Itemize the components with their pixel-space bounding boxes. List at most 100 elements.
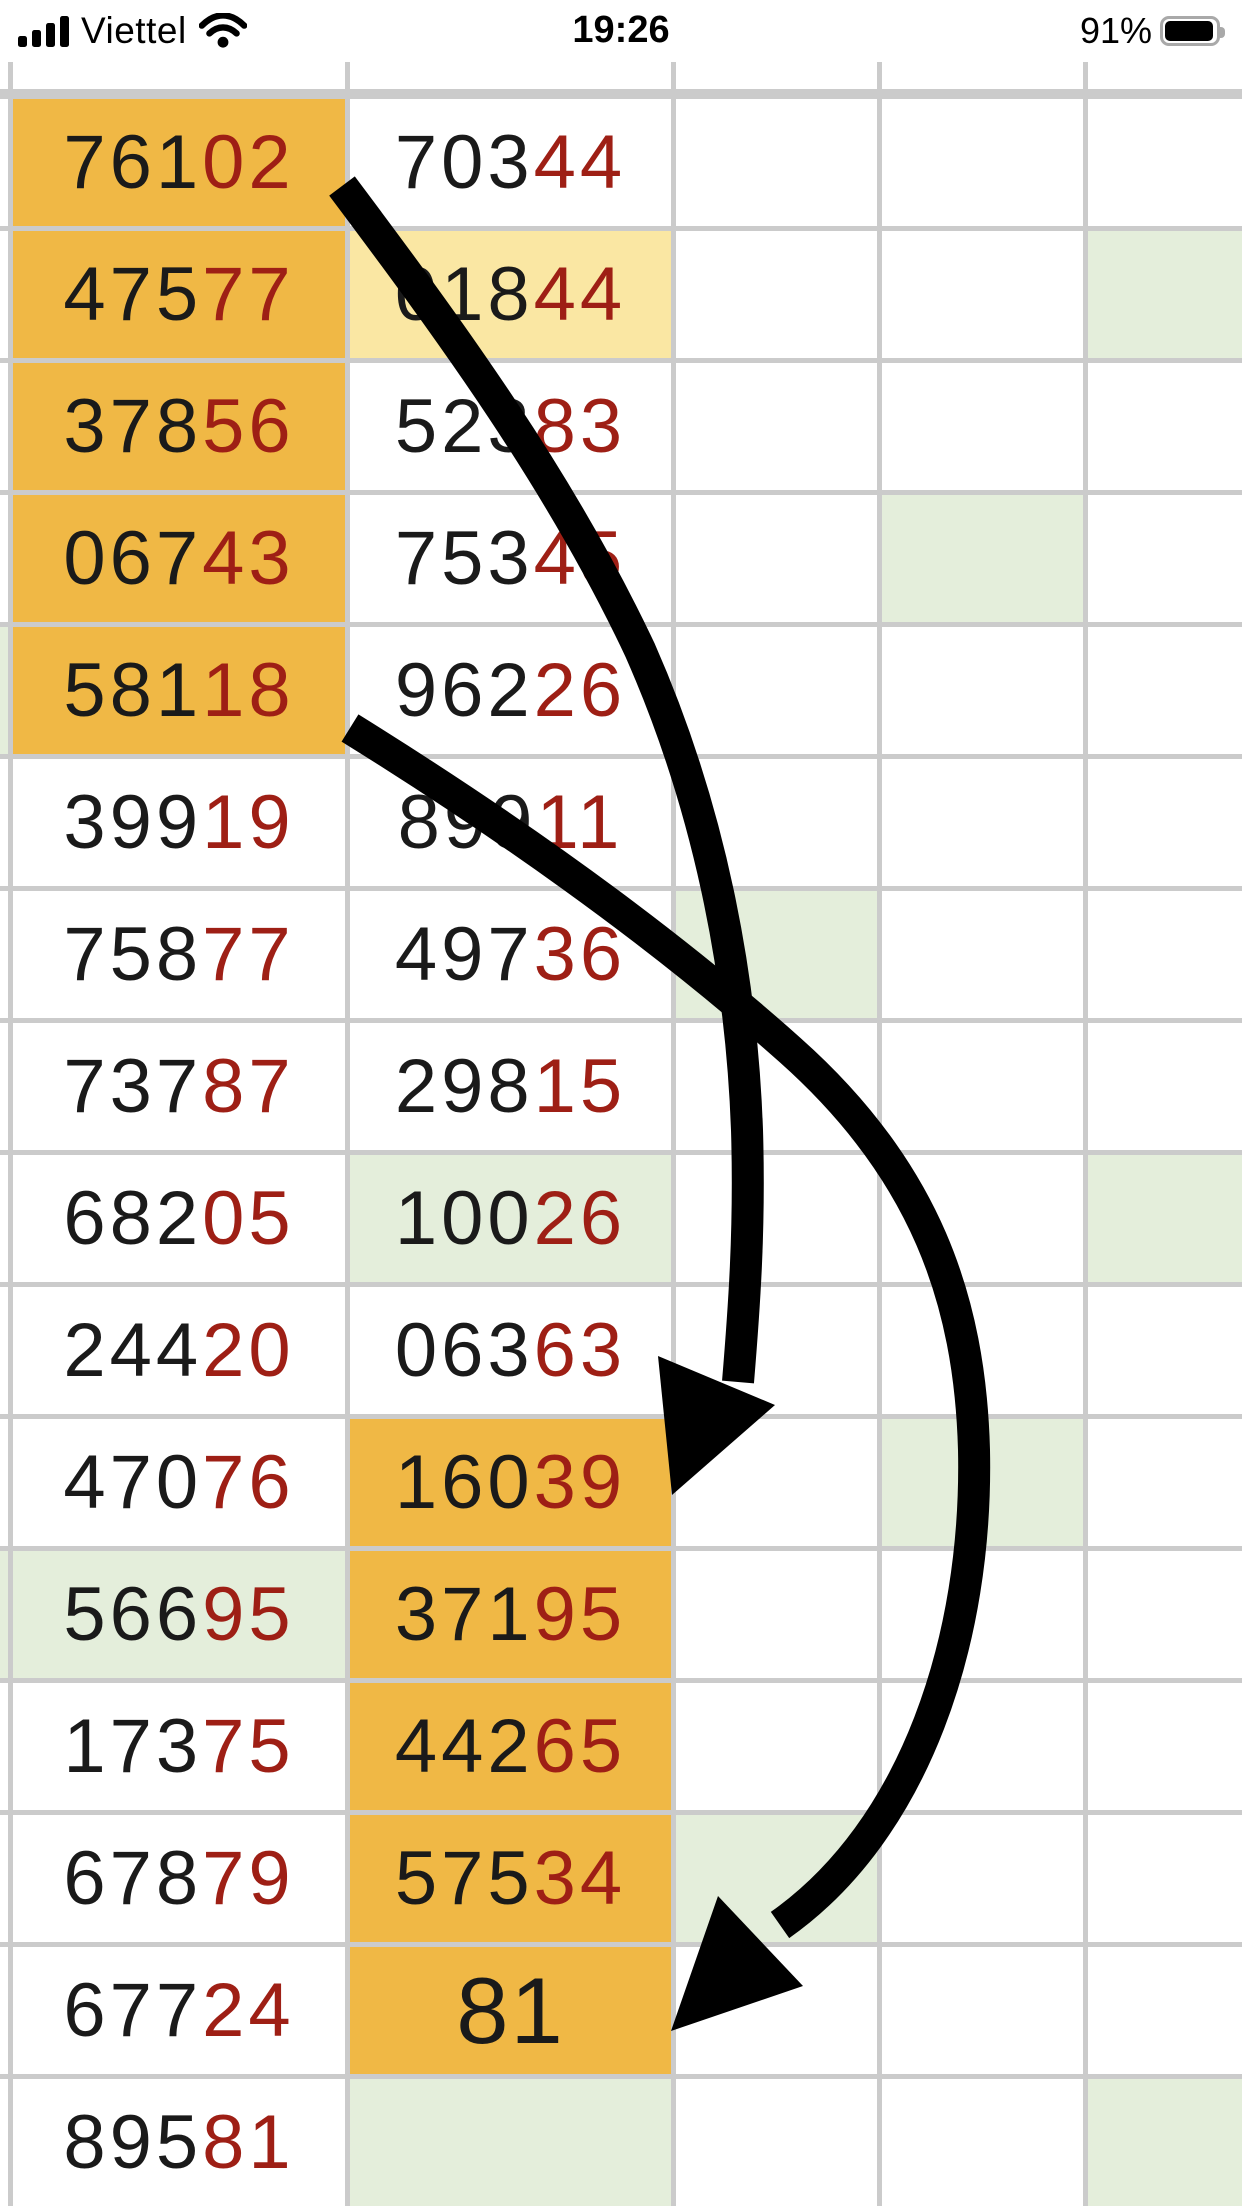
number-black-part: 100 (394, 1175, 534, 1261)
empty-cell (882, 627, 1083, 754)
number-red-part: 95 (202, 1571, 295, 1657)
empty-cell (1088, 1155, 1242, 1282)
empty-cell (882, 1815, 1083, 1942)
number-cell: 566 95 (13, 1551, 345, 1678)
number-cell: 063 63 (350, 1287, 671, 1414)
empty-cell (676, 627, 877, 754)
number-black-part: 703 (394, 119, 534, 205)
number-cell: 378 56 (13, 363, 345, 490)
empty-cell (1088, 1023, 1242, 1150)
number-cell: 678 79 (13, 1815, 345, 1942)
number-cell: 581 18 (13, 627, 345, 754)
empty-cell (0, 1683, 8, 1810)
number-black-part: 899 (397, 779, 537, 865)
number-cell: 067 43 (13, 495, 345, 622)
empty-cell (1088, 62, 1242, 89)
number-black-part: 442 (394, 1703, 534, 1789)
empty-cell (1088, 627, 1242, 754)
results-grid: 761 02 703 44 475 77 018 44 378 56 523 83 067 43 753 45… (0, 99, 1242, 2206)
number-red-part: 43 (202, 515, 295, 601)
number-black-part: 244 (63, 1307, 203, 1393)
empty-cell (0, 363, 8, 490)
empty-cell (882, 891, 1083, 1018)
empty-cell (676, 495, 877, 622)
table-header-divider (0, 89, 1242, 99)
number-black-part: 497 (394, 911, 534, 997)
number-black-part: 298 (394, 1043, 534, 1129)
empty-cell (0, 2079, 8, 2206)
number-black-part: 678 (63, 1835, 203, 1921)
number-red-part: 20 (202, 1307, 295, 1393)
empty-cell (882, 363, 1083, 490)
empty-cell (13, 62, 345, 89)
number-cell: 682 05 (13, 1155, 345, 1282)
number-red-part: 95 (533, 1571, 627, 1657)
number-black-part: 475 (63, 251, 203, 337)
empty-cell (882, 1155, 1083, 1282)
empty-cell (350, 62, 671, 89)
number-red-part: 87 (202, 1043, 295, 1129)
number-cell: 173 75 (13, 1683, 345, 1810)
number-cell: 497 36 (350, 891, 671, 1018)
number-cell: 298 15 (350, 1023, 671, 1150)
status-bar-right: 91% (1079, 0, 1225, 62)
empty-cell (676, 2079, 877, 2206)
number-black-part: 81 (456, 1957, 565, 2063)
empty-cell (882, 1551, 1083, 1678)
empty-cell (350, 2079, 671, 2206)
number-black-part: 523 (394, 383, 534, 469)
number-black-part: 581 (63, 647, 203, 733)
empty-cell (882, 495, 1083, 622)
number-black-part: 063 (394, 1307, 534, 1393)
empty-cell (0, 1419, 8, 1546)
number-red-part: 26 (533, 1175, 627, 1261)
number-red-part: 77 (202, 911, 295, 997)
empty-cell (882, 99, 1083, 226)
empty-cell (676, 1155, 877, 1282)
number-black-part: 399 (63, 779, 203, 865)
cellular-signal-icon (18, 15, 69, 47)
empty-cell (1088, 1551, 1242, 1678)
empty-cell (676, 1947, 877, 2074)
number-cell: 442 65 (350, 1683, 671, 1810)
number-red-part: 34 (533, 1835, 627, 1921)
battery-percent-label: 91% (1079, 10, 1152, 51)
empty-cell (676, 1287, 877, 1414)
number-red-part: 39 (533, 1439, 627, 1525)
number-cell: 371 95 (350, 1551, 671, 1678)
status-bar-left: Viettel (18, 0, 247, 62)
empty-cell (0, 891, 8, 1018)
empty-cell (0, 1815, 8, 1942)
empty-cell (676, 62, 877, 89)
number-black-part: 575 (394, 1835, 534, 1921)
number-black-part: 160 (394, 1439, 534, 1525)
carrier-label: Viettel (81, 10, 187, 51)
number-red-part: 05 (202, 1175, 295, 1261)
table-top-partial-row (0, 62, 1242, 89)
number-red-part: 26 (533, 647, 627, 733)
empty-cell (676, 1815, 877, 1942)
empty-cell (0, 62, 8, 89)
empty-cell (0, 495, 8, 622)
empty-cell (882, 1947, 1083, 2074)
number-black-part: 753 (394, 515, 534, 601)
empty-cell (0, 1947, 8, 2074)
number-black-part: 018 (394, 251, 534, 337)
empty-cell (1088, 1947, 1242, 2074)
number-cell: 81 (350, 1947, 671, 2074)
number-black-part: 677 (63, 1967, 203, 2053)
empty-cell (0, 1155, 8, 1282)
empty-cell (1088, 2079, 1242, 2206)
number-cell: 470 76 (13, 1419, 345, 1546)
empty-cell (882, 1023, 1083, 1150)
number-red-part: 56 (202, 383, 295, 469)
empty-cell (882, 759, 1083, 886)
empty-cell (0, 627, 8, 754)
empty-cell (1088, 1683, 1242, 1810)
empty-cell (1088, 495, 1242, 622)
number-red-part: 83 (533, 383, 627, 469)
number-red-part: 77 (202, 251, 295, 337)
empty-cell (882, 1419, 1083, 1546)
number-red-part: 79 (202, 1835, 295, 1921)
number-red-part: 11 (536, 779, 624, 865)
